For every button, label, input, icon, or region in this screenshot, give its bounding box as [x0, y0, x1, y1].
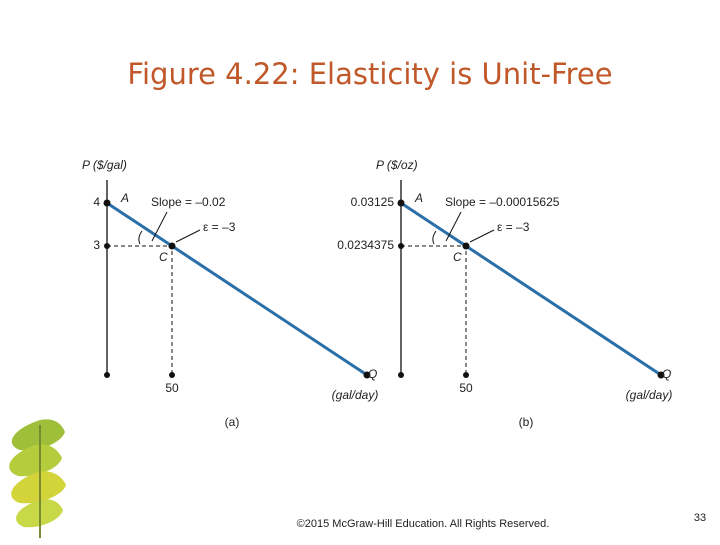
point-label: C — [159, 250, 168, 264]
point — [657, 371, 665, 379]
demand-line — [106, 201, 368, 377]
point — [462, 242, 470, 250]
annotation: ε = –3 — [203, 220, 236, 234]
y-axis-label: P ($/oz) — [376, 158, 418, 172]
x-axis-unit: (gal/day) — [332, 388, 379, 402]
y-axis-label: P ($/gal) — [82, 158, 127, 172]
annotation: Slope = –0.00015625 — [445, 195, 560, 209]
origin-dot — [398, 372, 404, 378]
footer: ©2015 McGraw-Hill Education. All Rights … — [297, 518, 550, 530]
point — [168, 242, 176, 250]
slope-arc — [138, 230, 143, 245]
point-label: C — [453, 250, 462, 264]
annotation: ε = –3 — [497, 220, 530, 234]
annotation-arrow — [151, 211, 168, 242]
y-tick-label: 3 — [93, 238, 100, 252]
annotation-arrow — [469, 229, 495, 243]
x-axis-unit: (gal/day) — [626, 388, 673, 402]
x-tick-label: 50 — [459, 381, 473, 395]
point-label: A — [414, 191, 423, 205]
point — [397, 199, 405, 207]
x-axis-label: Q — [662, 367, 671, 381]
panel-label: (b) — [519, 415, 534, 429]
x-tick-mark — [463, 372, 469, 378]
y-tick-label: 4 — [93, 195, 100, 209]
ginkgo-decoration — [9, 419, 66, 538]
annotation-arrow — [445, 211, 462, 242]
guide-dash — [107, 245, 173, 375]
x-tick-label: 50 — [165, 381, 179, 395]
page-number: 33 — [694, 512, 706, 524]
slope-arc — [432, 230, 437, 245]
y-tick-label: 0.03125 — [351, 195, 395, 209]
point — [103, 199, 111, 207]
guide-dash — [401, 245, 467, 375]
point-label: A — [120, 191, 129, 205]
demand-line — [400, 201, 662, 377]
slide-title: Figure 4.22: Elasticity is Unit-Free — [127, 57, 612, 91]
y-tick-label: 0.0234375 — [337, 238, 394, 252]
panel-label: (a) — [225, 415, 240, 429]
annotation: Slope = –0.02 — [151, 195, 226, 209]
x-tick-mark — [169, 372, 175, 378]
point — [363, 371, 371, 379]
x-axis-label: Q — [368, 367, 377, 381]
annotation-arrow — [175, 229, 201, 243]
origin-dot — [104, 372, 110, 378]
